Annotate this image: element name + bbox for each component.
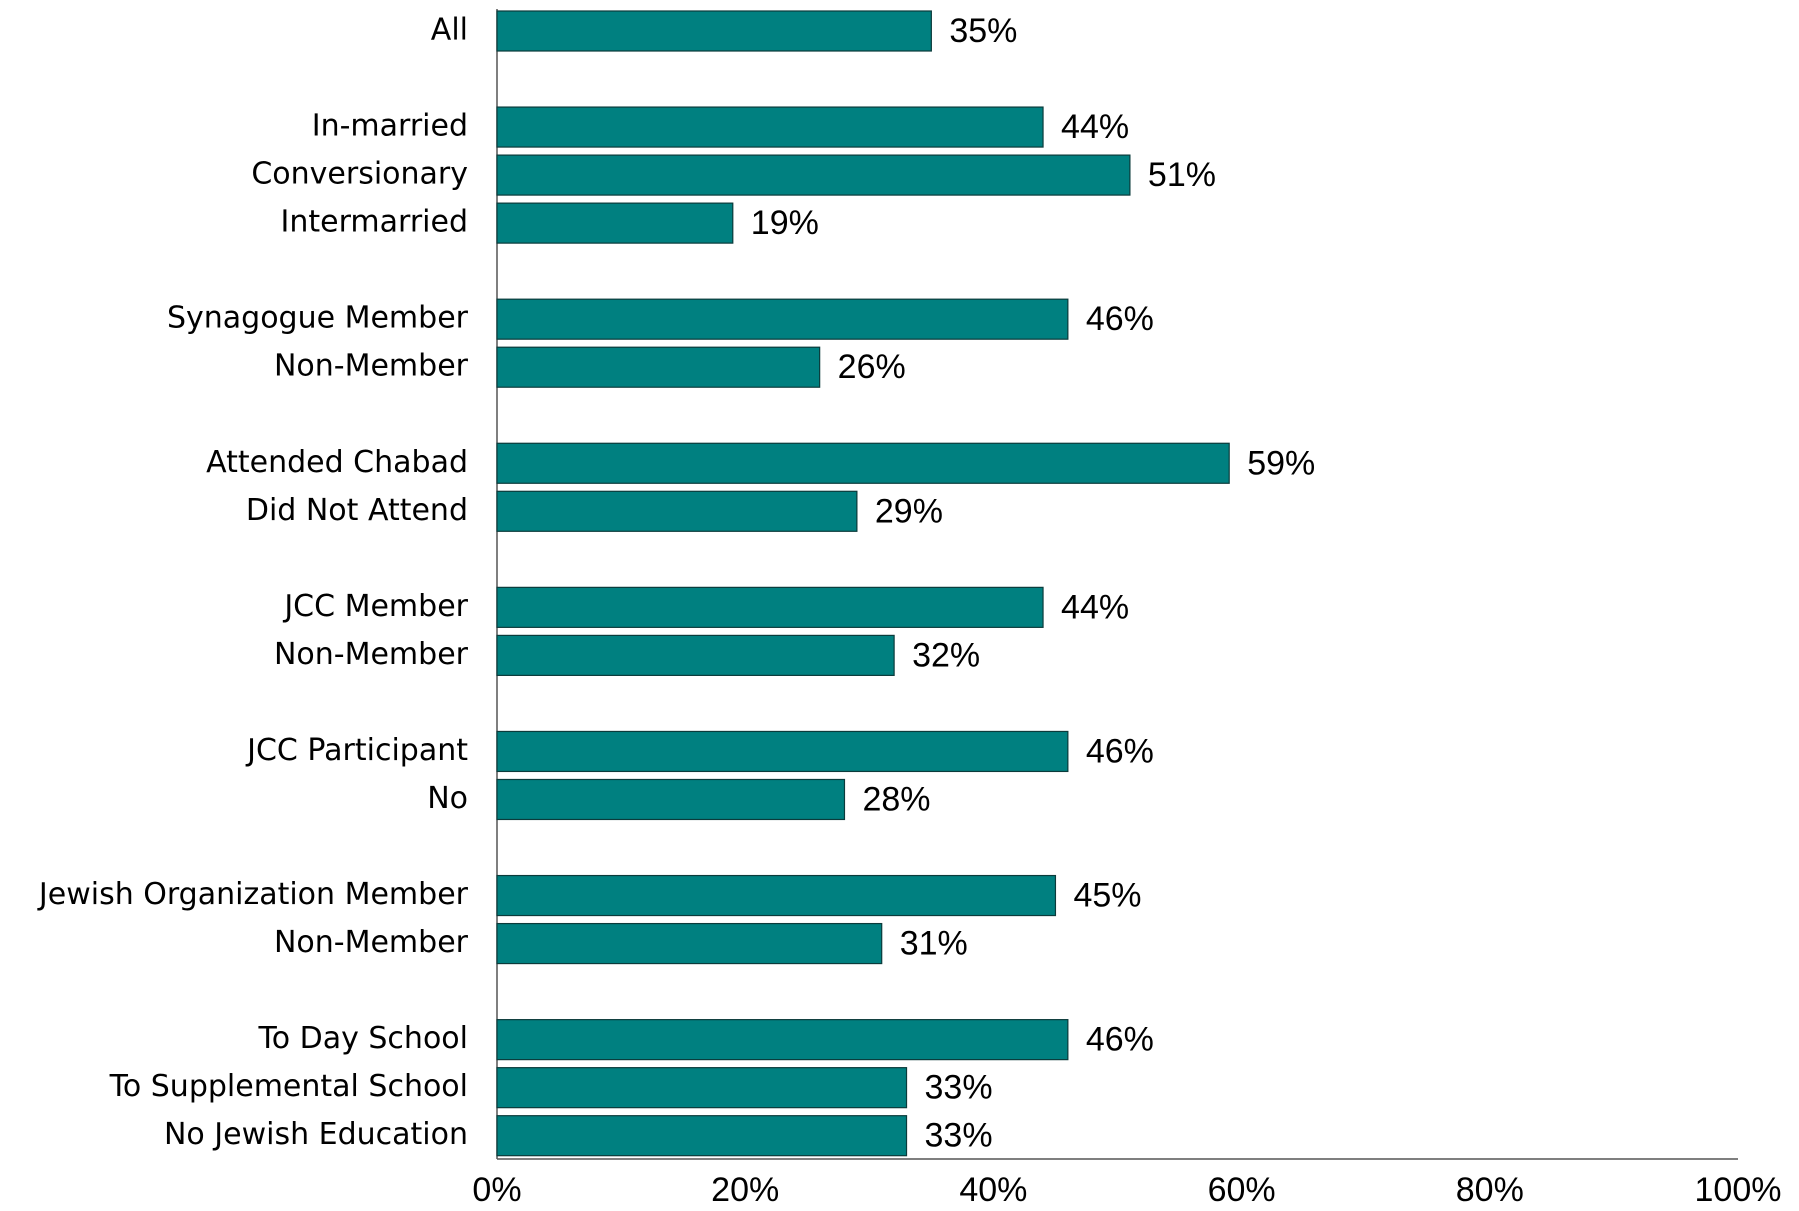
x-tick-label: 80% — [1456, 1171, 1524, 1209]
y-tick-label: Non-Member — [274, 637, 469, 672]
bar — [496, 1019, 1069, 1061]
bar — [496, 202, 734, 244]
value-label: 46% — [1086, 300, 1154, 338]
value-label: 31% — [900, 925, 968, 963]
x-tick-label: 100% — [1695, 1171, 1782, 1209]
y-tick-label: No Jewish Education — [164, 1117, 468, 1152]
value-label: 46% — [1086, 1021, 1154, 1059]
y-tick-label: Synagogue Member — [167, 301, 469, 336]
y-tick-label: No — [427, 781, 468, 816]
bar — [496, 1115, 908, 1157]
y-tick-label: In-married — [312, 109, 468, 144]
bar — [496, 634, 895, 676]
bar — [496, 586, 1044, 628]
y-tick-label: JCC Participant — [245, 733, 468, 768]
y-tick-label: All — [431, 13, 468, 48]
value-label: 35% — [949, 12, 1017, 50]
bar — [496, 346, 821, 388]
bar — [496, 298, 1069, 340]
y-tick-label: Did Not Attend — [246, 493, 468, 528]
bar — [496, 10, 932, 52]
bar — [496, 154, 1131, 196]
value-label: 29% — [875, 492, 943, 530]
x-tick-label: 40% — [959, 1171, 1027, 1209]
value-label: 46% — [1086, 732, 1154, 770]
x-tick-label: 0% — [472, 1171, 521, 1209]
y-tick-label: Intermarried — [281, 205, 468, 240]
y-tick-label: Non-Member — [274, 349, 469, 384]
bar — [496, 778, 846, 821]
bar — [496, 442, 1230, 484]
y-tick-label: Non-Member — [274, 925, 469, 960]
bar — [496, 106, 1044, 148]
x-tick-label: 20% — [711, 1171, 779, 1209]
value-label: 28% — [862, 780, 930, 818]
value-label: 26% — [838, 348, 906, 386]
value-label: 19% — [751, 204, 819, 242]
bar — [496, 922, 883, 965]
value-label: 59% — [1247, 444, 1315, 482]
y-tick-label: Conversionary — [251, 157, 468, 192]
value-label: 33% — [925, 1069, 993, 1107]
bar — [496, 730, 1069, 773]
bar — [496, 1067, 908, 1109]
value-label: 44% — [1061, 588, 1129, 626]
y-tick-label: Attended Chabad — [206, 445, 468, 480]
bar — [496, 874, 1057, 917]
value-label: 45% — [1073, 877, 1141, 915]
y-tick-label: To Day School — [258, 1021, 469, 1056]
value-label: 51% — [1148, 156, 1216, 194]
x-tick-label: 60% — [1208, 1171, 1276, 1209]
bar — [496, 490, 858, 532]
value-label: 32% — [912, 636, 980, 674]
value-label: 44% — [1061, 108, 1129, 146]
y-tick-label: To Supplemental School — [109, 1069, 468, 1104]
value-label: 33% — [925, 1117, 993, 1155]
y-tick-label: JCC Member — [282, 589, 468, 624]
y-tick-label: Jewish Organization Member — [37, 877, 469, 912]
